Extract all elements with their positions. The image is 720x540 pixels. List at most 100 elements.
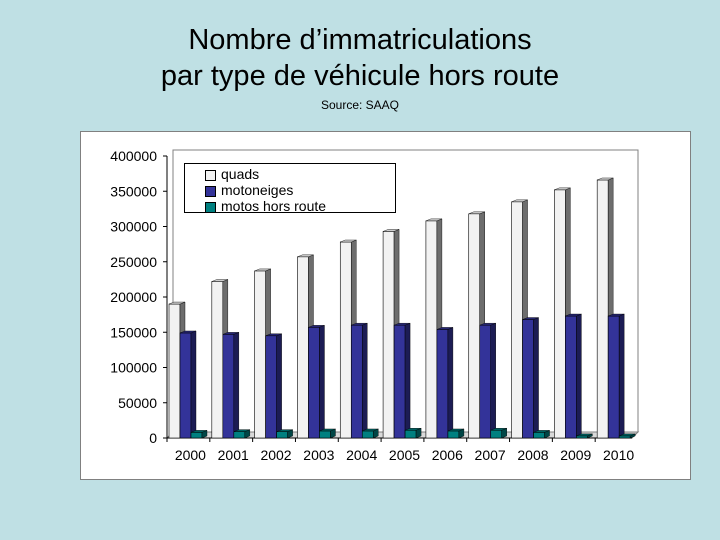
bar-top-motoneiges-2000 xyxy=(179,330,197,334)
bar-top-motos-hors-route-2005 xyxy=(405,428,422,431)
bar-motos-hors-route-2009 xyxy=(576,435,588,439)
bar-motoneiges-2009 xyxy=(565,315,577,439)
chart-source: Source: SAAQ xyxy=(320,98,400,112)
legend-label-motos-hors-route: motos hors route xyxy=(221,198,327,214)
bar-top-quads-2001 xyxy=(211,279,228,282)
bar-quads-2000 xyxy=(168,303,181,439)
bar-side-motoneiges-2001 xyxy=(233,332,240,439)
y-tick-label: 150000 xyxy=(110,324,157,340)
bar-quads-2001 xyxy=(211,281,224,439)
bar-quads-2010 xyxy=(596,179,609,439)
bar-top-motos-hors-route-2006 xyxy=(447,428,464,432)
x-tick-label: 2009 xyxy=(560,447,591,463)
bar-top-quads-2004 xyxy=(340,239,357,243)
y-tick-label: 300000 xyxy=(110,219,157,235)
bar-motos-hors-route-2005 xyxy=(404,429,417,439)
bar-motos-hors-route-2000 xyxy=(190,432,203,439)
chart-legend: quads motoneiges motos hors route xyxy=(184,163,396,215)
bar-motoneiges-2005 xyxy=(393,324,406,439)
bar-side-motoneiges-2010 xyxy=(618,313,625,439)
bar-quads-2007 xyxy=(468,213,481,439)
y-tick-label: 250000 xyxy=(110,254,157,270)
x-tick-label: 2010 xyxy=(603,447,634,463)
bar-top-motoneiges-2008 xyxy=(522,317,539,320)
bar-motoneiges-2003 xyxy=(308,327,320,439)
bar-top-motoneiges-2010 xyxy=(608,313,625,317)
bar-motoneiges-2004 xyxy=(350,324,363,439)
bar-top-motoneiges-2006 xyxy=(436,327,453,330)
legend-label-motoneiges: motoneiges xyxy=(221,182,294,198)
y-tick-label: 350000 xyxy=(110,183,157,199)
x-tick-label: 2000 xyxy=(175,447,206,463)
bar-top-motos-hors-route-2001 xyxy=(233,429,250,432)
bar-top-motos-hors-route-2007 xyxy=(490,428,507,431)
bar-motos-hors-route-2006 xyxy=(447,430,460,439)
bar-top-motoneiges-2005 xyxy=(394,323,411,326)
bar-side-motoneiges-2002 xyxy=(276,333,282,439)
bar-motoneiges-2007 xyxy=(479,324,492,439)
legend-swatch-motos-hors-route xyxy=(205,202,216,213)
bar-motoneiges-2006 xyxy=(436,329,449,439)
chart-title: Nombre d’immatriculations par type de vé… xyxy=(0,22,720,94)
bar-top-motos-hors-route-2004 xyxy=(362,428,379,432)
bar-side-motoneiges-2006 xyxy=(447,327,454,439)
bar-side-motoneiges-2000 xyxy=(190,330,197,439)
bar-quads-2006 xyxy=(425,220,438,439)
bar-motoneiges-2002 xyxy=(265,335,277,439)
x-tick-label: 2007 xyxy=(475,447,506,463)
bar-top-quads-2007 xyxy=(468,211,485,215)
bar-motoneiges-2001 xyxy=(222,334,235,439)
bar-top-quads-2002 xyxy=(254,268,271,272)
legend-swatch-quads xyxy=(205,170,216,181)
x-tick-label: 2003 xyxy=(303,447,334,463)
bar-motos-hors-route-2002 xyxy=(276,431,288,439)
bar-quads-2009 xyxy=(554,189,566,439)
bar-top-motoneiges-2009 xyxy=(565,313,582,317)
bar-top-quads-2008 xyxy=(511,199,528,203)
y-tick-label: 400000 xyxy=(110,148,157,164)
bar-motoneiges-2000 xyxy=(179,332,192,439)
bar-motos-hors-route-2001 xyxy=(233,431,246,439)
legend-item-motos-hors-route: motos hors route xyxy=(205,198,395,215)
bar-top-motoneiges-2003 xyxy=(308,325,325,328)
y-tick-label: 100000 xyxy=(110,360,157,376)
bar-top-motoneiges-2004 xyxy=(351,323,368,326)
bar-quads-2008 xyxy=(511,201,523,439)
chart-title-line-2: par type de véhicule hors route xyxy=(160,60,560,92)
y-tick-label: 0 xyxy=(149,430,157,446)
bar-top-quads-2009 xyxy=(554,187,571,191)
legend-item-quads: quads xyxy=(205,166,395,183)
bar-side-motoneiges-2008 xyxy=(533,317,539,439)
bar-top-motoneiges-2001 xyxy=(222,332,239,335)
bar-motos-hors-route-2004 xyxy=(361,430,374,439)
bar-top-motos-hors-route-2003 xyxy=(319,428,336,432)
legend-swatch-motoneiges xyxy=(205,186,216,197)
bar-motos-hors-route-2010 xyxy=(618,435,631,439)
bar-top-motoneiges-2007 xyxy=(479,323,496,326)
bar-quads-2005 xyxy=(382,231,395,439)
x-tick-label: 2006 xyxy=(432,447,463,463)
bar-top-quads-2010 xyxy=(597,177,614,181)
bar-side-motoneiges-2005 xyxy=(404,322,411,439)
y-tick-label: 50000 xyxy=(118,395,157,411)
bar-top-quads-2006 xyxy=(425,218,442,222)
bar-side-motoneiges-2009 xyxy=(576,313,582,439)
bar-top-motos-hors-route-2002 xyxy=(276,429,293,432)
bar-side-motoneiges-2004 xyxy=(362,322,368,439)
bar-quads-2004 xyxy=(339,241,352,439)
x-tick-label: 2005 xyxy=(389,447,420,463)
bar-top-motos-hors-route-2008 xyxy=(533,430,550,433)
bar-top-motos-hors-route-2010 xyxy=(619,433,636,437)
x-tick-label: 2001 xyxy=(218,447,249,463)
legend-label-quads: quads xyxy=(221,166,260,182)
x-tick-label: 2002 xyxy=(260,447,291,463)
bar-motos-hors-route-2007 xyxy=(490,429,503,439)
bar-top-quads-2003 xyxy=(297,254,314,258)
bar-top-quads-2000 xyxy=(168,301,186,305)
bar-top-motos-hors-route-2009 xyxy=(576,433,593,437)
legend-item-motoneiges: motoneiges xyxy=(205,182,395,199)
y-tick-label: 200000 xyxy=(110,289,157,305)
chart-title-line-1: Nombre d’immatriculations xyxy=(188,24,532,56)
bar-motos-hors-route-2008 xyxy=(533,432,545,439)
bar-motos-hors-route-2003 xyxy=(319,430,331,439)
